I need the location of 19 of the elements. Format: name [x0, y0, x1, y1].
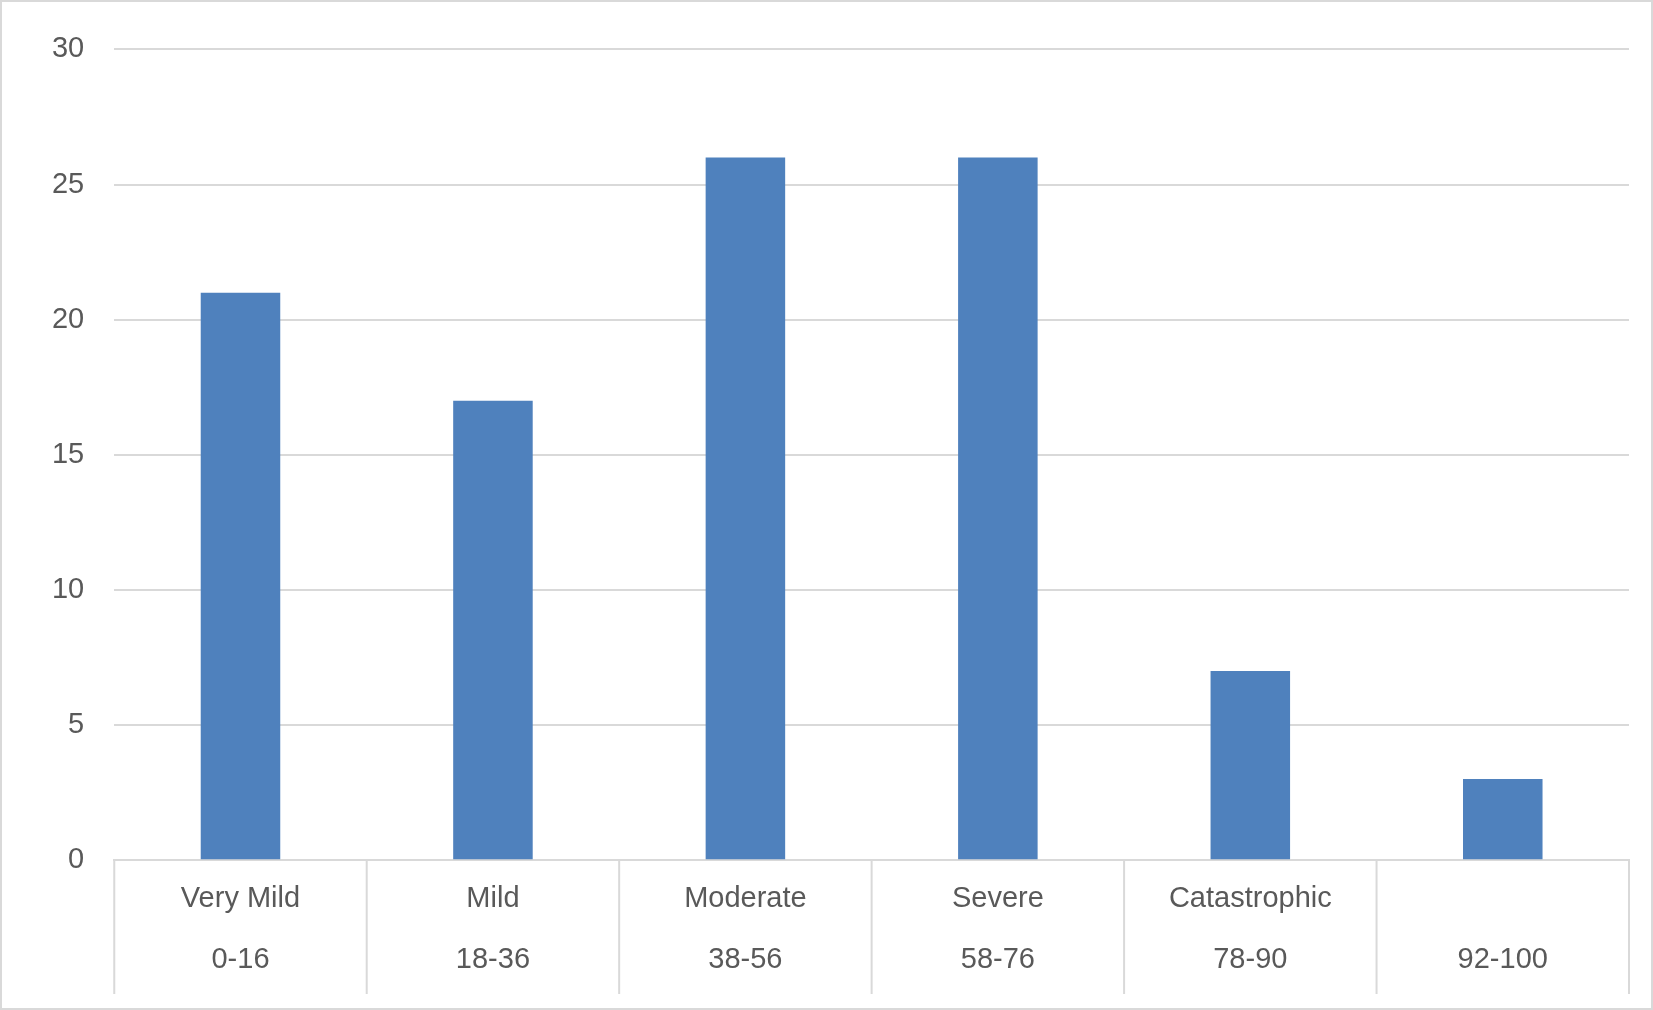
x-tick-label: Mild 18-36 — [455, 880, 531, 974]
bar — [200, 292, 281, 860]
bar — [1210, 671, 1291, 860]
x-tick-label: Severe 58-76 — [951, 880, 1044, 974]
y-tick-label: 20 — [51, 301, 85, 334]
bar — [1463, 779, 1543, 860]
y-tick-label: 5 — [68, 707, 85, 740]
x-tick-label: 92-100 — [1457, 941, 1548, 974]
x-tick-label: Catastrophic 78-90 — [1168, 880, 1332, 974]
y-tick-label: 25 — [51, 166, 85, 199]
y-tick-label: 0 — [68, 842, 85, 875]
x-tick-label: Very Mild 0-16 — [180, 880, 301, 974]
y-tick-label: 10 — [51, 571, 85, 604]
y-tick-label: 15 — [51, 436, 85, 469]
y-tick-label: 30 — [51, 31, 85, 64]
bar — [958, 157, 1038, 860]
bar — [453, 400, 533, 860]
bar — [705, 157, 786, 860]
x-tick-label: Moderate 38-56 — [684, 880, 807, 974]
